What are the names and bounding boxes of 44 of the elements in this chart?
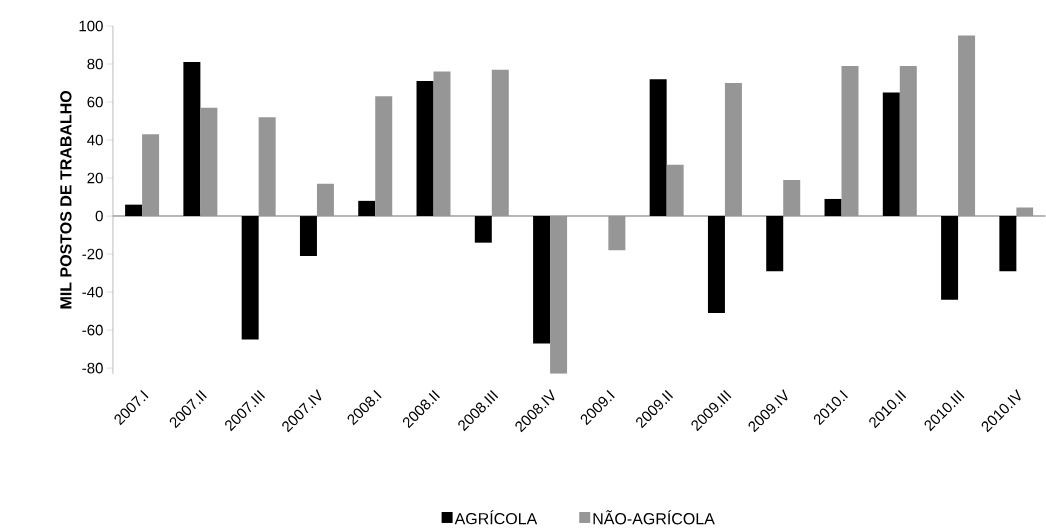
bar (899, 66, 917, 217)
bar (841, 66, 859, 217)
y-tick-label: 80 (87, 58, 103, 70)
y-tick-label: 60 (87, 96, 103, 108)
bar (125, 204, 143, 217)
bar (375, 96, 393, 217)
bar (200, 107, 218, 217)
y-tick-label: 20 (87, 172, 103, 184)
bar (766, 216, 784, 272)
y-axis-title: MIL POSTOS DE TRABALHO (60, 91, 72, 309)
bar (882, 92, 900, 217)
y-tick-label: 100 (79, 20, 103, 32)
bar (358, 200, 376, 217)
bar (258, 117, 276, 217)
bar (824, 199, 842, 217)
bar (608, 216, 626, 251)
bar (999, 216, 1017, 272)
y-tick-label: -20 (82, 248, 103, 260)
y-tick-label: -40 (82, 286, 103, 298)
legend-label: AGRÍCOLA (454, 510, 538, 525)
bar (433, 71, 451, 217)
y-tick-label: -60 (82, 324, 103, 336)
bar (666, 164, 684, 217)
bar (299, 216, 317, 257)
bar (724, 83, 742, 217)
bar (1016, 207, 1034, 217)
bar (183, 62, 201, 217)
bar (474, 216, 492, 243)
bar (941, 216, 959, 300)
bar (550, 216, 568, 374)
y-tick-label: -80 (82, 362, 103, 374)
bar (491, 69, 509, 217)
bar (316, 183, 334, 217)
legend-label: NÃO-AGRÍCOLA (593, 510, 715, 525)
bar (533, 216, 551, 344)
y-tick-label: 0 (95, 210, 103, 222)
bar (958, 35, 976, 217)
bar (142, 134, 160, 217)
bar (649, 79, 667, 217)
y-tick-label: 40 (87, 134, 103, 146)
bar (783, 180, 801, 217)
bar (241, 216, 259, 340)
bar (707, 216, 725, 314)
bar (416, 81, 434, 217)
